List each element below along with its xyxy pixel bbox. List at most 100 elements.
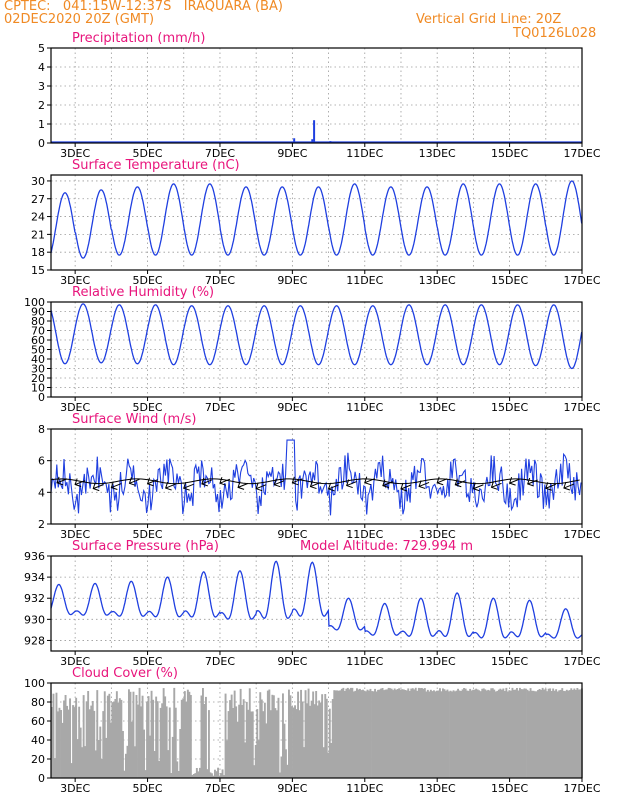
cloud-bar <box>316 705 319 778</box>
wind-ytick-label: 6 <box>38 455 45 468</box>
wind-arrow <box>110 481 122 491</box>
cloud-bar <box>174 707 177 778</box>
cloud-bar <box>429 689 432 778</box>
cloud-bar <box>419 688 422 778</box>
humidity-ytick-label: 20 <box>31 372 45 385</box>
cloud-bar <box>75 697 78 778</box>
cloud-bar <box>433 690 435 778</box>
temperature-xtick-label: 5DEC <box>133 274 163 287</box>
cloud-bar <box>439 688 441 778</box>
precipitation-title: Precipitation (mm/h) <box>72 31 205 46</box>
cloud-bar <box>200 695 203 778</box>
cloud-bar <box>266 690 269 778</box>
cloud-bar <box>292 707 295 778</box>
precipitation-xtick-label: 15DEC <box>491 147 528 160</box>
cloud-bar <box>411 688 414 778</box>
temperature-xtick-label: 3DEC <box>60 274 90 287</box>
wind-xtick-label: 7DEC <box>205 528 235 541</box>
cloud-bar <box>63 700 66 778</box>
humidity-xtick-label: 17DEC <box>563 401 600 414</box>
cloud-bar <box>368 690 370 778</box>
cloud-bar <box>570 688 573 778</box>
cloud-bar <box>248 688 251 778</box>
wind-title: Surface Wind (m/s) <box>72 412 196 427</box>
temperature-xtick-label: 11DEC <box>346 274 383 287</box>
cloud-bar <box>73 707 76 778</box>
temperature-xtick-label: 9DEC <box>277 274 307 287</box>
cloud-bar <box>437 690 440 778</box>
cloud-bar <box>362 689 364 778</box>
cloud-bar <box>469 688 472 778</box>
cloud-bar <box>81 747 84 778</box>
cloud-bar <box>189 695 192 778</box>
wind-frame <box>50 428 583 525</box>
cloud-bar <box>269 710 272 778</box>
wind-ytick-label: 8 <box>38 423 45 436</box>
cloud-bar <box>452 690 455 778</box>
cloud-bar <box>294 705 297 778</box>
cloud-bar <box>156 701 159 778</box>
cloud-bar <box>517 690 520 778</box>
cloud-bar <box>328 708 331 778</box>
cloud-bar <box>499 688 502 778</box>
cloud-bar <box>420 688 423 778</box>
cloud-bar <box>230 694 233 778</box>
cloud-bar <box>126 745 129 778</box>
cloud-bar <box>112 701 115 778</box>
wind-arrow <box>563 481 575 491</box>
cloud-bar <box>233 690 236 778</box>
cloud-bar <box>199 767 201 778</box>
cloud-bar <box>146 701 149 778</box>
cloud-xtick-label: 3DEC <box>60 782 90 795</box>
cloud-bar <box>90 705 93 778</box>
cloud-bar <box>538 689 541 778</box>
humidity-ytick-label: 100 <box>24 296 45 309</box>
cloud-bar <box>165 706 168 778</box>
cloud-bar <box>455 690 458 778</box>
cloud-bar <box>260 699 263 778</box>
cloud-bar <box>176 761 179 778</box>
cloud-bar <box>149 735 152 778</box>
cloud-bar <box>66 705 69 778</box>
cloud-bar <box>407 688 410 778</box>
cloud-bar <box>381 688 384 778</box>
cloud-bar <box>366 689 369 778</box>
cloud-bar <box>288 689 290 778</box>
cloud-bar <box>239 688 242 778</box>
cloud-bar <box>442 688 444 778</box>
cloud-bar <box>360 690 363 778</box>
cloud-bar <box>446 689 449 778</box>
cloud-bar <box>84 746 87 778</box>
wind-arrow <box>400 482 412 492</box>
cloud-bar <box>209 772 212 778</box>
cloud-ytick-label: 0 <box>38 772 45 785</box>
cloud-bar <box>70 763 73 778</box>
cloud-bar <box>250 711 253 778</box>
cloud-bar <box>567 690 570 778</box>
temperature-xtick-label: 13DEC <box>419 274 456 287</box>
cloud-bar <box>315 691 318 778</box>
cloud-bar <box>236 721 239 778</box>
cloud-bar <box>226 740 229 778</box>
cloud-bar <box>64 695 67 778</box>
cloud-bar <box>352 691 355 778</box>
humidity-xtick-label: 7DEC <box>205 401 235 414</box>
cloud-bar <box>115 691 118 778</box>
cloud-bar <box>523 688 526 778</box>
cloud-bar <box>537 690 540 778</box>
cloud-bar <box>458 690 461 778</box>
cloud-bar <box>82 695 85 778</box>
cloud-bar <box>405 690 408 778</box>
pressure-xtick-label: 9DEC <box>277 655 307 668</box>
cloud-bar <box>496 690 499 778</box>
cloud-bar <box>164 696 167 778</box>
cloud-bar <box>277 697 280 778</box>
wind-arrow <box>454 478 466 488</box>
cloud-xtick-label: 15DEC <box>491 782 528 795</box>
cloud-bar <box>285 749 287 778</box>
cloud-bar <box>525 688 527 778</box>
wind-arrow <box>165 481 176 491</box>
wind-arrow <box>346 479 357 489</box>
wind-arrow <box>255 482 267 492</box>
cloud-bar <box>389 688 392 778</box>
